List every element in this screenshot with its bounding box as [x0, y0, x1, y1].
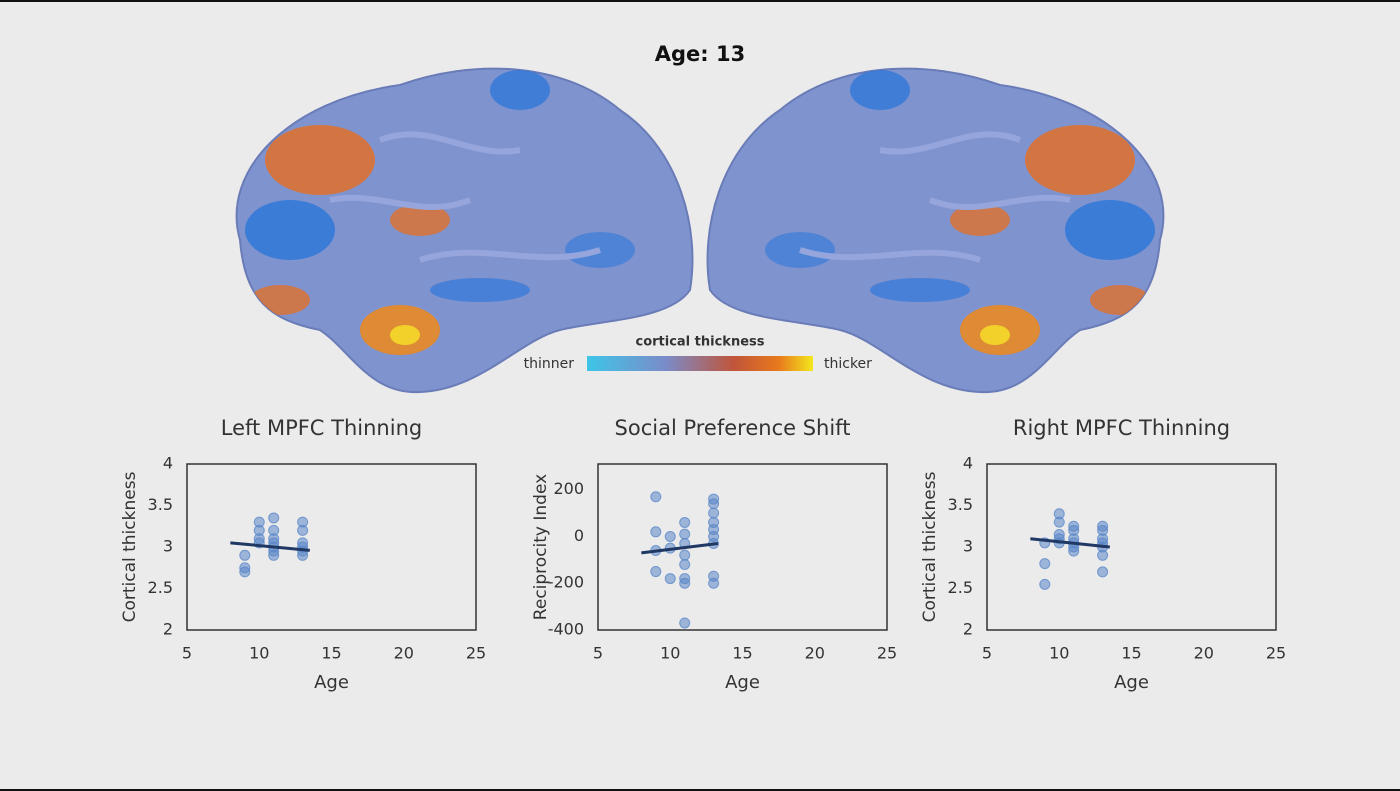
- trend-line: [641, 542, 719, 555]
- right-hemisphere: [708, 69, 1164, 393]
- y-tick-label: 3.5: [948, 495, 973, 514]
- y-tick-label: 2.5: [948, 578, 973, 597]
- y-tick-label: -200: [548, 573, 584, 592]
- data-point: [239, 549, 251, 561]
- x-axis-label: Age: [725, 672, 760, 693]
- data-point: [708, 577, 720, 589]
- data-point: [1039, 558, 1051, 570]
- data-point: [268, 549, 280, 561]
- data-point: [239, 566, 251, 578]
- x-tick-label: 15: [321, 644, 341, 663]
- y-tick-label: 4: [963, 454, 973, 473]
- y-axis-label: Reciprocity Index: [531, 474, 551, 620]
- data-point: [708, 507, 720, 519]
- chart-title: Right MPFC Thinning: [1013, 416, 1230, 440]
- trend-line: [1030, 537, 1110, 549]
- x-tick-label: 25: [1266, 644, 1286, 663]
- x-tick-label: 25: [466, 644, 486, 663]
- left-hemisphere: [237, 69, 693, 393]
- x-tick-label: 15: [1121, 644, 1141, 663]
- data-point: [679, 577, 691, 589]
- chart-title: Social Preference Shift: [615, 416, 851, 440]
- x-tick-label: 15: [732, 644, 752, 663]
- colorbar-title: cortical thickness: [635, 335, 764, 350]
- y-axis-label: Cortical thickness: [920, 471, 940, 622]
- y-tick-label: 4: [163, 454, 173, 473]
- data-point: [650, 491, 662, 503]
- data-point: [1097, 566, 1109, 578]
- data-point: [1068, 545, 1080, 557]
- y-tick-label: 3.5: [148, 495, 173, 514]
- colorbar-high: thicker: [824, 356, 872, 372]
- x-tick-label: 5: [593, 644, 603, 663]
- data-point: [1039, 578, 1051, 590]
- y-tick-label: 3: [963, 537, 973, 556]
- x-tick-label: 20: [394, 644, 414, 663]
- x-axis-label: Age: [314, 672, 349, 693]
- data-point: [679, 528, 691, 540]
- data-point: [297, 549, 309, 561]
- data-point: [650, 526, 662, 538]
- colorbar: [587, 356, 813, 371]
- y-tick-label: 200: [553, 479, 584, 498]
- x-tick-label: 20: [805, 644, 825, 663]
- x-tick-label: 10: [660, 644, 680, 663]
- data-point: [297, 524, 309, 536]
- data-point: [679, 549, 691, 561]
- data-point: [679, 617, 691, 629]
- data-point: [708, 498, 720, 510]
- data-point: [268, 512, 280, 524]
- x-tick-label: 10: [249, 644, 269, 663]
- x-tick-label: 20: [1194, 644, 1214, 663]
- y-tick-label: 0: [574, 526, 584, 545]
- y-tick-label: 3: [163, 537, 173, 556]
- trend-line: [230, 541, 310, 552]
- plot-frame: [986, 463, 1277, 631]
- plot-frame: [597, 463, 888, 631]
- y-tick-label: 2: [163, 620, 173, 639]
- data-point: [679, 516, 691, 528]
- colorbar-low: thinner: [524, 356, 575, 372]
- figure-title: Age: 13: [655, 42, 745, 66]
- data-point: [1097, 549, 1109, 561]
- x-tick-label: 10: [1049, 644, 1069, 663]
- data-point: [650, 566, 662, 578]
- y-tick-label: 2.5: [148, 578, 173, 597]
- y-tick-label: 2: [963, 620, 973, 639]
- data-point: [1053, 516, 1065, 528]
- chart-title: Left MPFC Thinning: [221, 416, 422, 440]
- y-axis-label: Cortical thickness: [120, 471, 140, 622]
- x-tick-label: 5: [982, 644, 992, 663]
- data-point: [679, 559, 691, 571]
- x-tick-label: 25: [877, 644, 897, 663]
- data-point: [664, 530, 676, 542]
- y-tick-label: -400: [548, 620, 584, 639]
- x-axis-label: Age: [1114, 672, 1149, 693]
- x-tick-label: 5: [182, 644, 192, 663]
- data-point: [664, 573, 676, 585]
- plot-frame: [186, 463, 477, 631]
